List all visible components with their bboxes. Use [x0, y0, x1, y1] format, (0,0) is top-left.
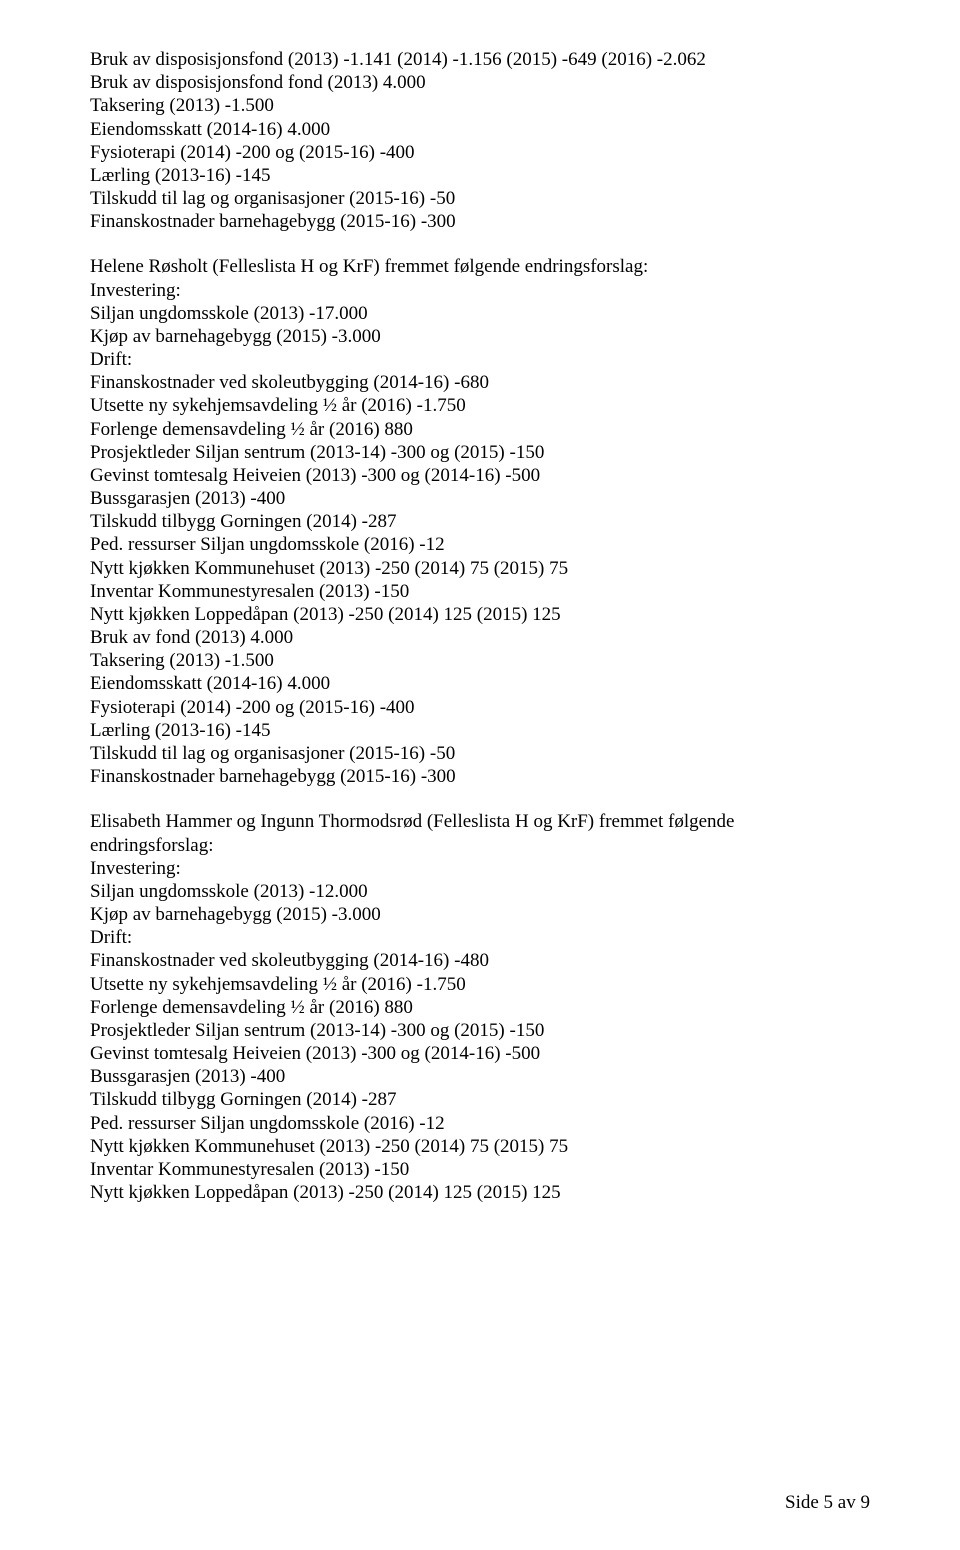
text-line: Nytt kjøkken Loppedåpan (2013) -250 (201… [90, 603, 870, 626]
text-line: Investering: [90, 857, 870, 880]
text-line: Siljan ungdomsskole (2013) -12.000 [90, 880, 870, 903]
text-line: Gevinst tomtesalg Heiveien (2013) -300 o… [90, 1042, 870, 1065]
text-line: Forlenge demensavdeling ½ år (2016) 880 [90, 418, 870, 441]
text-line: Ped. ressurser Siljan ungdomsskole (2016… [90, 1112, 870, 1135]
text-line: Helene Røsholt (Felleslista H og KrF) fr… [90, 255, 870, 278]
text-block: Helene Røsholt (Felleslista H og KrF) fr… [90, 255, 870, 788]
text-line: Bussgarasjen (2013) -400 [90, 487, 870, 510]
text-line: Lærling (2013-16) -145 [90, 719, 870, 742]
text-line: Bruk av disposisjonsfond (2013) -1.141 (… [90, 48, 870, 71]
text-line: Fysioterapi (2014) -200 og (2015-16) -40… [90, 141, 870, 164]
text-line: endringsforslag: [90, 834, 870, 857]
text-line: Tilskudd til lag og organisasjoner (2015… [90, 187, 870, 210]
document-page: Bruk av disposisjonsfond (2013) -1.141 (… [0, 0, 960, 1550]
text-line: Ped. ressurser Siljan ungdomsskole (2016… [90, 533, 870, 556]
text-line: Kjøp av barnehagebygg (2015) -3.000 [90, 903, 870, 926]
text-line: Prosjektleder Siljan sentrum (2013-14) -… [90, 1019, 870, 1042]
text-line: Investering: [90, 279, 870, 302]
text-line: Eiendomsskatt (2014-16) 4.000 [90, 118, 870, 141]
page-footer: Side 5 av 9 [785, 1491, 870, 1514]
text-line: Inventar Kommunestyresalen (2013) -150 [90, 1158, 870, 1181]
text-line: Taksering (2013) -1.500 [90, 94, 870, 117]
text-line: Finanskostnader ved skoleutbygging (2014… [90, 371, 870, 394]
text-line: Prosjektleder Siljan sentrum (2013-14) -… [90, 441, 870, 464]
text-line: Bruk av disposisjonsfond fond (2013) 4.0… [90, 71, 870, 94]
text-line: Taksering (2013) -1.500 [90, 649, 870, 672]
text-line: Tilskudd tilbygg Gorningen (2014) -287 [90, 1088, 870, 1111]
text-line: Nytt kjøkken Kommunehuset (2013) -250 (2… [90, 1135, 870, 1158]
text-line: Fysioterapi (2014) -200 og (2015-16) -40… [90, 696, 870, 719]
text-line: Nytt kjøkken Kommunehuset (2013) -250 (2… [90, 557, 870, 580]
text-line: Drift: [90, 926, 870, 949]
text-line: Utsette ny sykehjemsavdeling ½ år (2016)… [90, 973, 870, 996]
text-block: Bruk av disposisjonsfond (2013) -1.141 (… [90, 48, 870, 233]
text-line: Inventar Kommunestyresalen (2013) -150 [90, 580, 870, 603]
text-line: Kjøp av barnehagebygg (2015) -3.000 [90, 325, 870, 348]
text-block: Elisabeth Hammer og Ingunn Thormodsrød (… [90, 810, 870, 1204]
text-line: Forlenge demensavdeling ½ år (2016) 880 [90, 996, 870, 1019]
text-line: Bussgarasjen (2013) -400 [90, 1065, 870, 1088]
text-line: Tilskudd tilbygg Gorningen (2014) -287 [90, 510, 870, 533]
text-line: Tilskudd til lag og organisasjoner (2015… [90, 742, 870, 765]
text-line: Lærling (2013-16) -145 [90, 164, 870, 187]
text-line: Nytt kjøkken Loppedåpan (2013) -250 (201… [90, 1181, 870, 1204]
text-line: Elisabeth Hammer og Ingunn Thormodsrød (… [90, 810, 870, 833]
text-line: Bruk av fond (2013) 4.000 [90, 626, 870, 649]
text-line: Finanskostnader barnehagebygg (2015-16) … [90, 765, 870, 788]
text-line: Finanskostnader ved skoleutbygging (2014… [90, 949, 870, 972]
document-body: Bruk av disposisjonsfond (2013) -1.141 (… [90, 48, 870, 1204]
text-line: Siljan ungdomsskole (2013) -17.000 [90, 302, 870, 325]
text-line: Finanskostnader barnehagebygg (2015-16) … [90, 210, 870, 233]
text-line: Gevinst tomtesalg Heiveien (2013) -300 o… [90, 464, 870, 487]
text-line: Drift: [90, 348, 870, 371]
text-line: Utsette ny sykehjemsavdeling ½ år (2016)… [90, 394, 870, 417]
text-line: Eiendomsskatt (2014-16) 4.000 [90, 672, 870, 695]
